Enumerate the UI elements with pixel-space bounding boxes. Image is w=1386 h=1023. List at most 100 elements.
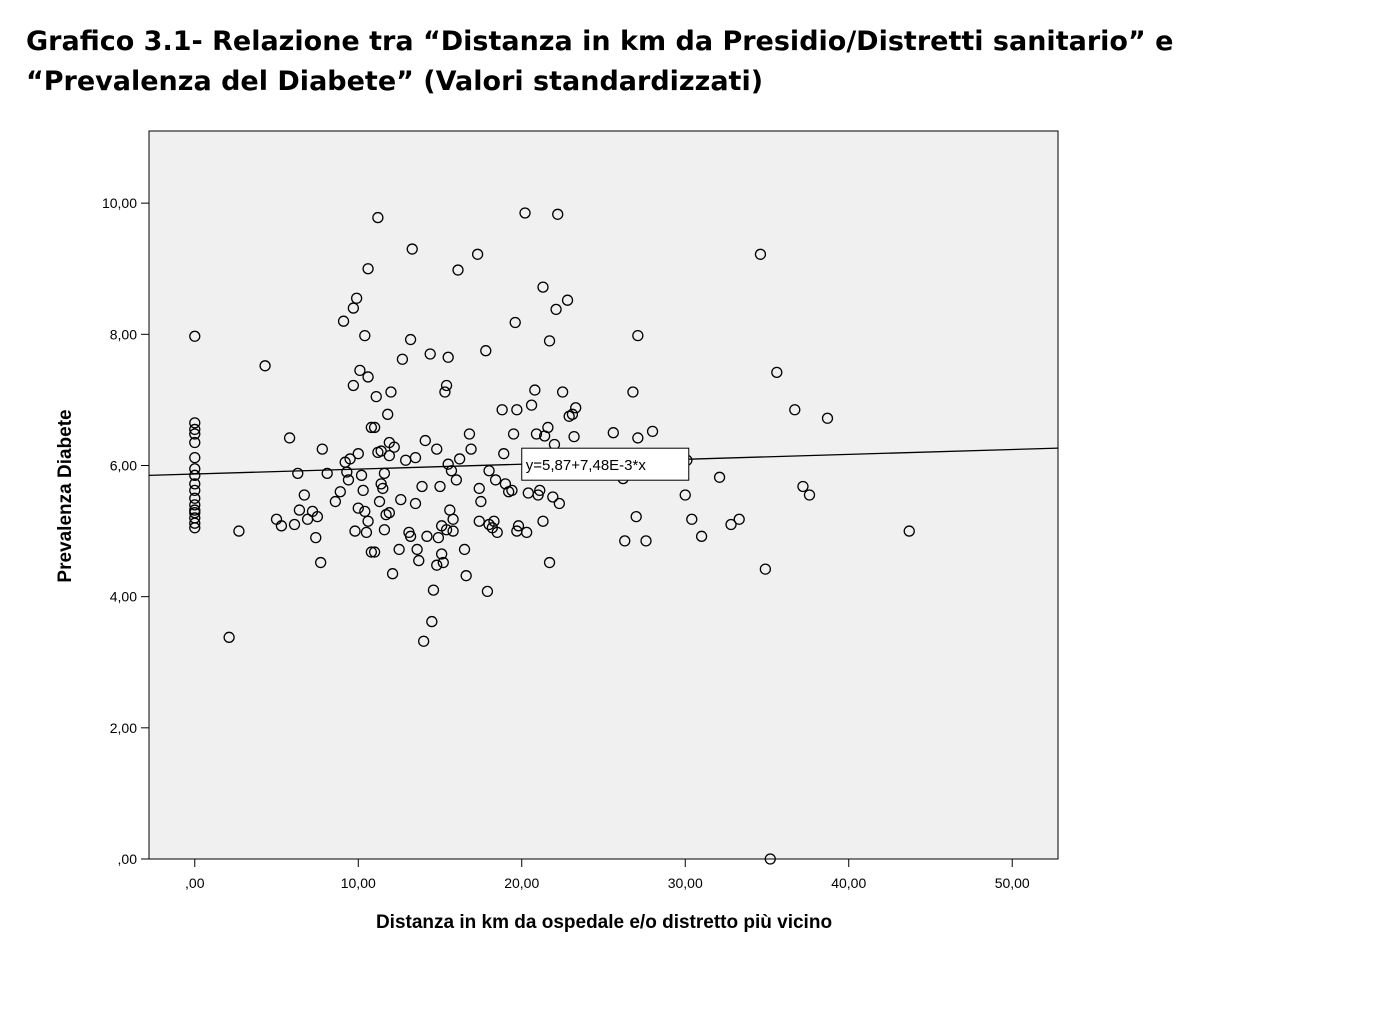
data-point [424,348,436,360]
data-point [440,524,453,536]
data-point [365,421,377,434]
data-point [350,292,363,304]
data-point [434,480,446,493]
data-point [473,482,485,495]
data-point [525,399,538,411]
data-point [453,453,466,465]
data-point [532,489,544,501]
data-point [383,507,395,519]
y-axis-label: Prevalenza Diabete [55,409,76,582]
data-point [496,404,508,416]
data-point [452,264,464,276]
data-point [475,495,487,508]
data-point [431,443,443,455]
data-point [803,489,816,501]
data-point [329,495,342,508]
data-point [362,263,374,275]
data-point [293,504,306,516]
data-point [337,315,350,327]
data-point [189,469,201,481]
data-point [396,353,409,365]
data-point [537,281,549,293]
data-point [764,853,776,865]
data-point [519,207,531,219]
data-point [419,434,431,447]
data-point [439,386,451,398]
data-point [362,515,374,527]
data-point [223,631,235,643]
data-point [373,495,386,508]
data-point [349,525,361,537]
data-point [418,635,430,647]
data-point [334,486,346,498]
data-point [489,474,502,486]
x-tick-label: 30,00 [668,875,703,891]
data-point [473,515,485,527]
data-point [347,379,360,392]
y-tick-label: 10,00 [102,195,137,211]
data-point [480,345,492,357]
data-point [375,478,387,490]
data-point [275,520,288,532]
data-point [465,443,477,455]
data-point [733,513,745,525]
data-point [725,518,737,531]
data-point [556,386,569,398]
data-point [695,530,708,542]
data-point [292,467,304,480]
data-point [355,469,368,481]
data-point [435,548,448,560]
data-point [288,518,301,531]
data-point [771,366,783,379]
data-point [189,417,201,429]
data-point [347,302,360,314]
data-point [359,505,371,518]
x-tick-label: 50,00 [995,875,1030,891]
data-point [543,335,556,347]
data-point [570,402,582,414]
x-tick-label: 20,00 [504,875,539,891]
data-point [360,526,373,539]
data-point [382,408,394,420]
data-point [427,584,440,596]
data-point [759,563,772,575]
data-point [619,535,631,547]
data-point [646,425,659,438]
data-point [460,570,472,582]
data-point [463,428,476,440]
data-point [440,379,453,392]
data-point [411,543,423,556]
data-point [354,364,366,377]
data-point [713,471,726,483]
data-point [342,474,355,486]
data-point [547,491,559,503]
data-point [431,559,443,571]
data-point [499,478,512,490]
data-point [607,427,619,439]
data-point [321,467,333,480]
data-point [630,510,642,523]
data-point [189,330,201,342]
data-point [189,436,201,449]
data-point [409,451,422,464]
data-point [534,484,546,497]
data-point [679,489,691,501]
data-point [372,211,384,224]
data-point [627,386,639,398]
data-point [632,329,644,342]
data-point [365,546,377,558]
data-point [437,556,449,569]
data-point [393,543,405,556]
data-point [754,248,767,260]
data-point [352,502,364,514]
data-point [481,585,494,598]
data-point [507,428,520,440]
data-point [416,480,428,493]
data-point [550,303,562,316]
data-point [383,449,395,462]
x-axis-label: Distanza in km da ospedale e/o distretto… [376,912,832,933]
data-point [511,404,523,416]
data-point [552,208,564,220]
data-point [512,520,525,532]
